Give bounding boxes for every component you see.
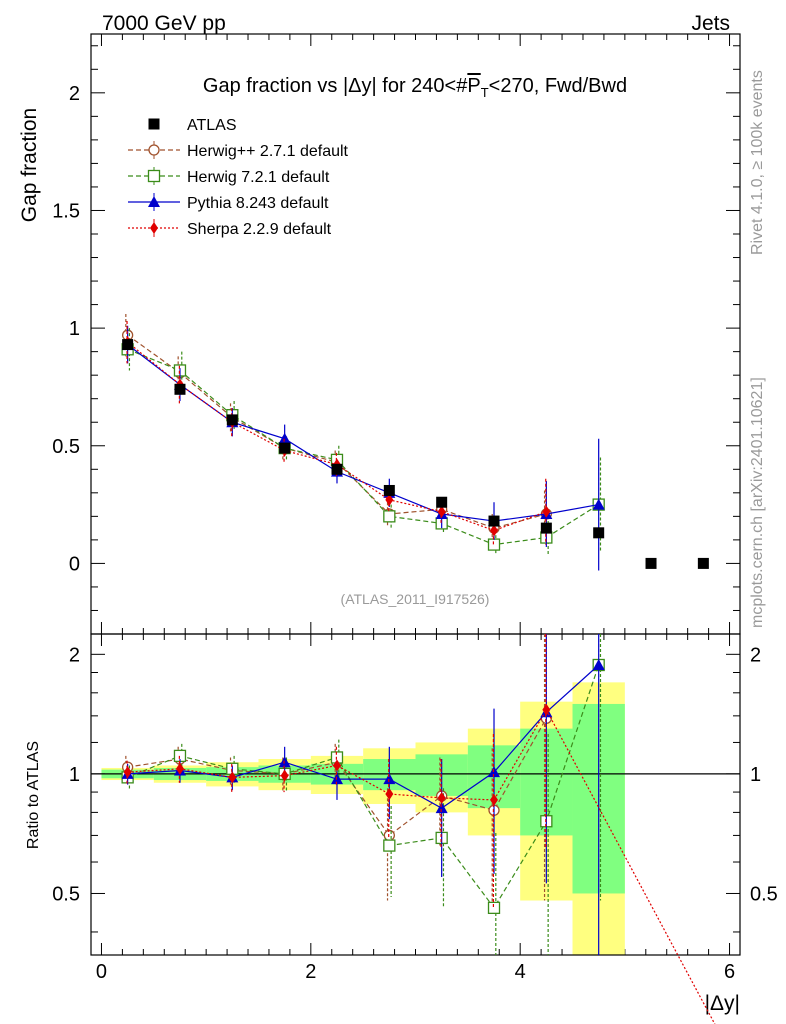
pythia-point	[592, 498, 605, 510]
sherpa-ratio-point	[280, 769, 289, 782]
legend-marker	[148, 144, 160, 156]
atlas-data-point	[436, 496, 448, 508]
y-axis-label: Gap fraction	[18, 108, 41, 222]
atlas-data-point	[279, 442, 291, 454]
atlas-data-point	[383, 484, 395, 496]
sherpa-ratio-point	[123, 766, 132, 779]
herwig-line	[127, 348, 600, 546]
sherpa-ratio-point	[175, 762, 184, 775]
y-tick-label: 1.5	[52, 200, 80, 222]
y-tick-label: 1	[69, 318, 80, 340]
sherpa-ratio-point	[332, 759, 341, 772]
x-tick-label: 2	[305, 961, 316, 983]
ratio-tick-label: 1	[69, 764, 80, 786]
legend-label: Herwig 7.2.1 default	[187, 169, 330, 186]
sherpa-point	[437, 505, 446, 518]
ratio-tick-label-right: 1	[750, 764, 761, 786]
atlas-data-point	[122, 339, 134, 351]
ratio-frame	[90, 633, 741, 956]
herwig-ratio-point	[383, 839, 396, 852]
herwig-ratio-line	[127, 664, 600, 909]
legend-marker	[150, 222, 158, 234]
ratio-tick-label-right: 0.5	[750, 883, 778, 905]
header-right: Jets	[691, 12, 730, 35]
legend-label: Pythia 8.243 default	[187, 195, 329, 212]
atlas-data-point	[488, 515, 500, 527]
pythia-ratio-point	[435, 802, 448, 814]
pythia-line	[127, 344, 599, 522]
atlas-data-point	[593, 527, 605, 539]
x-axis-label: |Δy|	[705, 992, 740, 1015]
herwig-point	[383, 510, 396, 523]
y-tick-label: 0.5	[52, 436, 80, 458]
x-tick-label: 4	[515, 961, 526, 983]
chart-title: Gap fraction vs |Δy| for 240<#PT<270, Fw…	[203, 75, 627, 100]
sherpa-ratio-point	[385, 787, 394, 800]
legend-marker	[148, 196, 160, 207]
mcplots-reference-label: mcplots.cern.ch [arXiv:2401.10621]	[749, 377, 766, 628]
pythia-ratio-point	[592, 658, 605, 670]
rivet-version-label: Rivet 4.1.0, ≥ 100k events	[749, 70, 766, 255]
herwig-line	[127, 334, 547, 529]
sherpa-point	[385, 493, 394, 506]
legend-marker	[147, 169, 161, 183]
pythia-ratio-point	[383, 773, 396, 785]
sherpa-point	[490, 524, 499, 537]
sherpa-ratio-point	[228, 771, 237, 784]
pythia-point	[278, 432, 291, 444]
herwig-point	[487, 538, 501, 551]
atlas-data-point	[540, 522, 552, 534]
sherpa-point	[542, 505, 551, 518]
y-tick-label: 0	[69, 553, 80, 575]
sherpa-ratio-point	[490, 793, 499, 806]
y-tick-label: 2	[69, 83, 80, 105]
legend: ATLAS Herwig++ 2.7.1 default Herwig 7.2.1 …	[128, 117, 349, 238]
sherpa-ratio-point	[437, 791, 446, 804]
title-pre: Gap fraction vs |Δy| for 240<#	[203, 75, 468, 97]
ratio-tick-label: 0.5	[52, 883, 80, 905]
legend-label: Herwig++ 2.7.1 default	[187, 143, 349, 160]
atlas-data-point	[645, 557, 657, 569]
legend-marker	[148, 118, 160, 130]
atlas-data-point	[697, 557, 709, 569]
ratio-plot: 0 2 4 6 0.5 0.5 1 1 2 2	[52, 633, 778, 1024]
atlas-data-point	[226, 414, 238, 426]
title-t: T	[481, 85, 489, 100]
title-p: P	[467, 75, 480, 97]
sherpa-line	[127, 341, 547, 532]
ratio-tick-label: 2	[69, 644, 80, 666]
header-left: 7000 GeV pp	[102, 12, 226, 35]
ratio-axis-label: Ratio to ATLAS	[25, 741, 42, 849]
atlas-data-point	[331, 463, 343, 475]
x-tick-label: 0	[96, 961, 107, 983]
legend-label: Sherpa 2.2.9 default	[187, 221, 332, 238]
sherpa-ratio-tail	[545, 709, 716, 1024]
atlas-data-point	[174, 383, 186, 395]
herwig-ratio-point	[487, 901, 501, 915]
main-plot: 0 0.5 1 1.5 2	[52, 33, 741, 955]
legend-label: ATLAS	[187, 117, 237, 134]
analysis-watermark: (ATLAS_2011_I917526)	[341, 591, 490, 607]
x-tick-label: 6	[724, 961, 735, 983]
title-post: <270, Fwd/Bwd	[489, 75, 627, 97]
ratio-tick-label-right: 2	[750, 644, 761, 666]
sherpa-ratio-point	[542, 703, 551, 716]
